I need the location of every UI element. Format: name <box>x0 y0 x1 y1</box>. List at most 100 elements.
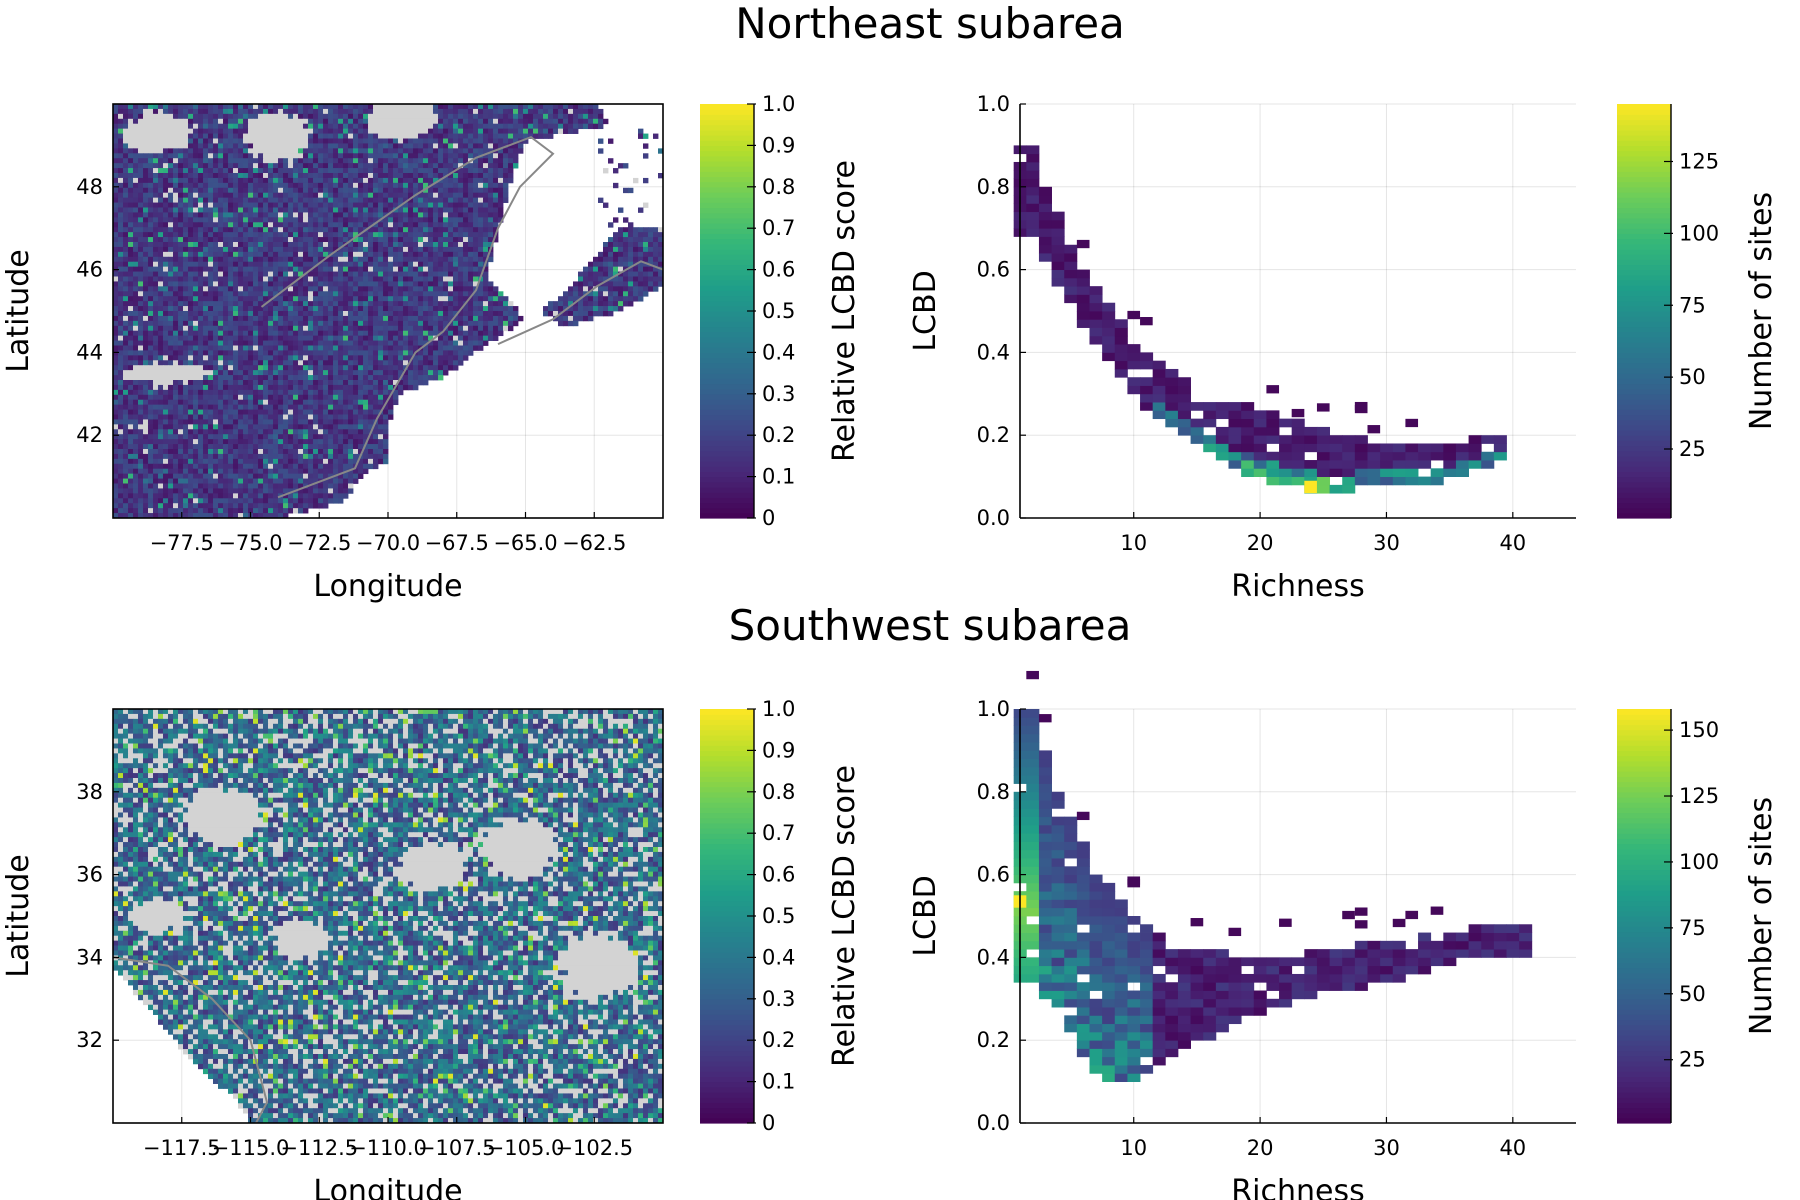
ne-map-colorbar-tick: 1.0 <box>762 92 795 116</box>
ne-hist-xtick-label: 40 <box>1499 531 1526 555</box>
sw-hist-xlabel: Richness <box>1231 1174 1364 1200</box>
sw-hist-colorbar-tick: 125 <box>1679 784 1719 808</box>
ne-hist-ytick-label: 0.6 <box>977 258 1010 282</box>
sw-hist-xtick-label: 30 <box>1373 1136 1400 1160</box>
sw-map-colorbar-tick: 0.6 <box>762 863 795 887</box>
sw-map-cells <box>113 709 664 1124</box>
ne-map-colorbar-gradient <box>700 104 754 519</box>
ne-hist-colorbar-tick: 75 <box>1679 293 1706 317</box>
sw-hist-colorbar-tick: 25 <box>1679 1048 1706 1072</box>
sw-map-colorbar-tick: 0.1 <box>762 1070 795 1094</box>
sw-hist-xtick-label: 10 <box>1120 1136 1147 1160</box>
ne-hist-xtick-label: 30 <box>1373 531 1400 555</box>
sw-lcbd-map: −117.5−115.0−112.5−110.0−107.5−105.0−102… <box>1 708 664 1200</box>
sw-map-ytick-label: 32 <box>76 1028 103 1052</box>
ne-map-ytick-label: 46 <box>76 258 103 282</box>
sw-hist-ytick-label: 0.8 <box>977 780 1010 804</box>
sw-map-colorbar-tick: 0.2 <box>762 1028 795 1052</box>
ne-map-xtick-label: −62.5 <box>562 531 626 555</box>
ne-map-xlabel: Longitude <box>313 569 462 604</box>
sw-richness-lcbd-histogram: 10 20 30 40 0.0 0.2 0.4 0.6 0.8 1.0 Richness LCBD <box>908 670 1576 1200</box>
sw-hist-ytick-label: 0.2 <box>977 1028 1010 1052</box>
sw-map-xtick-label: −105.0 <box>487 1136 565 1160</box>
ne-map-ylabel: Latitude <box>1 249 36 372</box>
ne-richness-lcbd-histogram: 10 20 30 40 0.0 0.2 0.4 0.6 0.8 1.0 Richness LCBD <box>908 92 1576 604</box>
ne-map-ytick-label: 44 <box>76 340 103 364</box>
sw-hist-ytick-label: 0.4 <box>977 945 1010 969</box>
ne-hist-colorbar-tick: 25 <box>1679 437 1706 461</box>
ne-hist-ytick-label: 0.4 <box>977 340 1010 364</box>
sw-hist-colorbar-tick: 100 <box>1679 850 1719 874</box>
sw-map-colorbar-tick: 0.7 <box>762 821 795 845</box>
sw-lcbd-colorbar: 0 0.1 0.2 0.3 0.4 0.5 0.6 0.7 0.8 0.9 1.0 Relative … <box>700 697 862 1135</box>
ne-map-ytick-label: 48 <box>76 175 103 199</box>
ne-map-colorbar-tick: 0.2 <box>762 423 795 447</box>
ne-map-xtick-label: −72.5 <box>287 531 351 555</box>
ne-hist-ytick-label: 0.2 <box>977 423 1010 447</box>
ne-hist-xtick-label: 10 <box>1120 531 1147 555</box>
sw-map-xtick-label: −117.5 <box>143 1136 221 1160</box>
sw-map-xtick-label: −112.5 <box>280 1136 358 1160</box>
ne-sites-colorbar: 25 50 75 100 125 Number of sites <box>1617 104 1779 519</box>
ne-map-colorbar-tick: 0.5 <box>762 299 795 323</box>
sw-map-xlabel: Longitude <box>313 1174 462 1200</box>
sw-map-ytick-label: 36 <box>76 863 103 887</box>
sw-hist-ytick-label: 0.0 <box>977 1111 1010 1135</box>
sw-map-ytick-label: 34 <box>76 945 103 969</box>
ne-map-ytick-label: 42 <box>76 423 103 447</box>
sw-hist-bins <box>1013 670 1533 1082</box>
sw-hist-xtick-label: 40 <box>1499 1136 1526 1160</box>
sw-sites-colorbar: 25 50 75 100 125 150 Number of sites <box>1617 709 1779 1124</box>
ne-map-colorbar-tick: 0.9 <box>762 133 795 157</box>
sw-map-colorbar-gradient <box>700 709 754 1124</box>
ne-hist-xtick-label: 20 <box>1247 531 1274 555</box>
ne-hist-colorbar-gradient <box>1617 104 1671 519</box>
ne-map-colorbar-tick: 0 <box>762 506 775 530</box>
ne-map-colorbar-tick: 0.6 <box>762 258 795 282</box>
sw-map-colorbar-tick: 1.0 <box>762 697 795 721</box>
sw-map-xtick-label: −102.5 <box>555 1136 633 1160</box>
ne-hist-ytick-label: 0.8 <box>977 175 1010 199</box>
ne-hist-colorbar-tick: 50 <box>1679 365 1706 389</box>
sw-hist-colorbar-tick: 75 <box>1679 916 1706 940</box>
sw-hist-colorbar-label: Number of sites <box>1744 797 1779 1035</box>
sw-hist-colorbar-gradient <box>1617 709 1671 1124</box>
sw-map-colorbar-tick: 0.5 <box>762 904 795 928</box>
sw-hist-colorbar-tick: 50 <box>1679 982 1706 1006</box>
ne-hist-ytick-label: 1.0 <box>977 92 1010 116</box>
ne-map-colorbar-tick: 0.3 <box>762 382 795 406</box>
ne-map-colorbar-tick: 0.7 <box>762 216 795 240</box>
ne-map-colorbar-tick: 0.4 <box>762 340 795 364</box>
ne-map-xtick-label: −77.5 <box>150 531 214 555</box>
ne-map-xtick-label: −65.0 <box>493 531 557 555</box>
ne-hist-colorbar-label: Number of sites <box>1744 192 1779 430</box>
ne-map-boundaries <box>260 135 664 499</box>
ne-map-colorbar-tick: 0.8 <box>762 175 795 199</box>
sw-map-colorbar-label: Relative LCBD score <box>827 765 862 1067</box>
sw-hist-ytick-label: 0.6 <box>977 863 1010 887</box>
sw-map-colorbar-tick: 0.9 <box>762 738 795 762</box>
sw-map-colorbar-tick: 0.8 <box>762 780 795 804</box>
sw-map-colorbar-tick: 0 <box>762 1111 775 1135</box>
ne-hist-colorbar-tick: 100 <box>1679 221 1719 245</box>
sw-hist-ylabel: LCBD <box>908 875 943 956</box>
ne-map-xtick-label: −67.5 <box>425 531 489 555</box>
sw-map-ytick-label: 38 <box>76 780 103 804</box>
ne-lcbd-colorbar: 0 0.1 0.2 0.3 0.4 0.5 0.6 0.7 0.8 0.9 1.0 Relative … <box>700 92 862 530</box>
ne-hist-ytick-label: 0.0 <box>977 506 1010 530</box>
sw-map-colorbar-tick: 0.3 <box>762 987 795 1011</box>
ne-hist-peak-bin <box>1304 480 1317 494</box>
sw-map-xtick-label: −110.0 <box>349 1136 427 1160</box>
ne-hist-ylabel: LCBD <box>908 270 943 351</box>
ne-map-xtick-label: −70.0 <box>356 531 420 555</box>
sw-map-colorbar-tick: 0.4 <box>762 945 795 969</box>
sw-map-boundaries <box>112 956 269 1124</box>
sw-hist-ytick-label: 1.0 <box>977 697 1010 721</box>
ne-map-cells <box>113 104 664 519</box>
ne-map-xtick-label: −75.0 <box>218 531 282 555</box>
sw-map-xtick-label: −107.5 <box>418 1136 496 1160</box>
sw-hist-xtick-label: 20 <box>1247 1136 1274 1160</box>
ne-lcbd-map: −77.5 −75.0 −72.5 −70.0 −67.5 −65.0 −62.5 42 44 4… <box>1 103 664 604</box>
ne-hist-colorbar-tick: 125 <box>1679 150 1719 174</box>
